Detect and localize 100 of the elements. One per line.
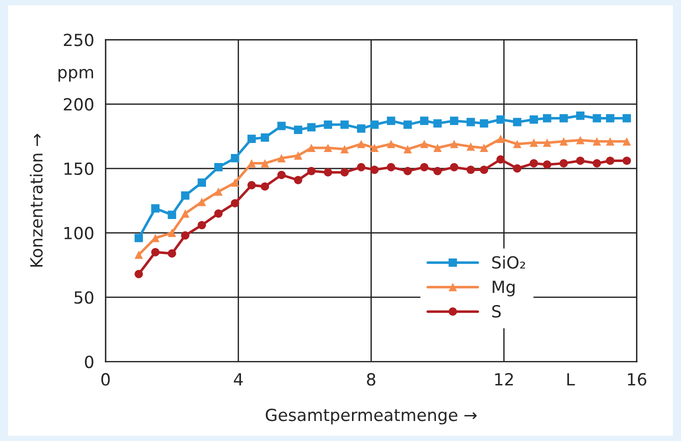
point [168, 228, 176, 238]
point [134, 234, 143, 242]
point [420, 163, 428, 172]
point [247, 181, 256, 190]
point [606, 114, 614, 122]
point [530, 159, 538, 168]
point [370, 144, 379, 152]
point [260, 133, 270, 142]
point [340, 168, 349, 176]
point [307, 123, 316, 132]
point [230, 178, 240, 187]
x-axis-title: Gesamtpermeatmenge → [266, 408, 477, 424]
point [542, 138, 552, 147]
point [420, 140, 428, 148]
point [198, 220, 206, 230]
point [606, 137, 614, 146]
legend-label: SiO₂ [492, 256, 526, 269]
point [324, 120, 332, 129]
point [386, 140, 396, 148]
point [592, 159, 602, 168]
point [386, 116, 396, 125]
point [576, 112, 584, 120]
point [324, 144, 332, 152]
point [307, 144, 316, 152]
point [277, 122, 286, 130]
y-tick-label: 100 [64, 226, 94, 240]
point [340, 120, 349, 129]
y-tick-label: 0 [84, 356, 94, 368]
point [134, 270, 143, 278]
x-tick-label: 4 [234, 373, 243, 386]
point [480, 119, 488, 128]
point [530, 115, 538, 124]
x-tick-label: 12 [495, 373, 513, 386]
point [324, 168, 332, 176]
point [340, 144, 349, 154]
point [370, 120, 379, 129]
point [576, 156, 584, 165]
point [542, 160, 552, 169]
point [433, 166, 442, 176]
point [151, 204, 160, 213]
point [466, 142, 475, 151]
point [480, 166, 488, 174]
point [294, 151, 302, 160]
point [592, 114, 602, 122]
y-tick-label: 250 [64, 34, 94, 46]
point [403, 120, 412, 129]
point [357, 124, 366, 133]
point [198, 178, 206, 187]
point [181, 231, 190, 240]
point [260, 182, 270, 191]
point [496, 155, 505, 164]
point [357, 163, 366, 172]
x-tick-label: L [567, 373, 575, 386]
point [530, 138, 538, 147]
x-tick-label: 8 [366, 373, 376, 386]
point [622, 114, 631, 122]
point [450, 116, 458, 125]
point [513, 164, 522, 173]
y-tick-label: 200 [64, 98, 94, 111]
point [181, 191, 190, 200]
point [370, 166, 379, 174]
point [592, 137, 602, 146]
point [606, 156, 614, 165]
point [403, 144, 412, 154]
point [247, 134, 256, 144]
point [214, 163, 223, 172]
point [450, 163, 458, 172]
point [466, 118, 475, 126]
point [513, 118, 522, 126]
point [560, 137, 568, 146]
y-axis-title: Konzentration → [30, 134, 43, 267]
x-tick-label: 16 [628, 373, 646, 386]
point [230, 154, 240, 162]
y-tick-label: ppm [58, 68, 94, 82]
point [450, 140, 458, 148]
point [622, 156, 631, 165]
point [576, 136, 584, 144]
point [560, 159, 568, 168]
point [198, 198, 206, 206]
point [622, 137, 631, 146]
point [496, 134, 505, 144]
point [168, 249, 176, 258]
point [230, 199, 240, 208]
point [480, 144, 488, 152]
point [260, 159, 270, 168]
point [294, 176, 302, 184]
point [134, 250, 143, 259]
legend-label: Mg [492, 280, 515, 296]
point [386, 163, 396, 172]
point [420, 116, 428, 125]
legend-label: S [492, 305, 501, 318]
point [433, 119, 442, 128]
point [496, 115, 505, 124]
point [277, 170, 286, 180]
point [294, 126, 302, 134]
y-tick-label: 50 [74, 291, 94, 304]
point [433, 144, 442, 152]
point [214, 187, 223, 196]
point [560, 114, 568, 122]
point [214, 209, 223, 218]
